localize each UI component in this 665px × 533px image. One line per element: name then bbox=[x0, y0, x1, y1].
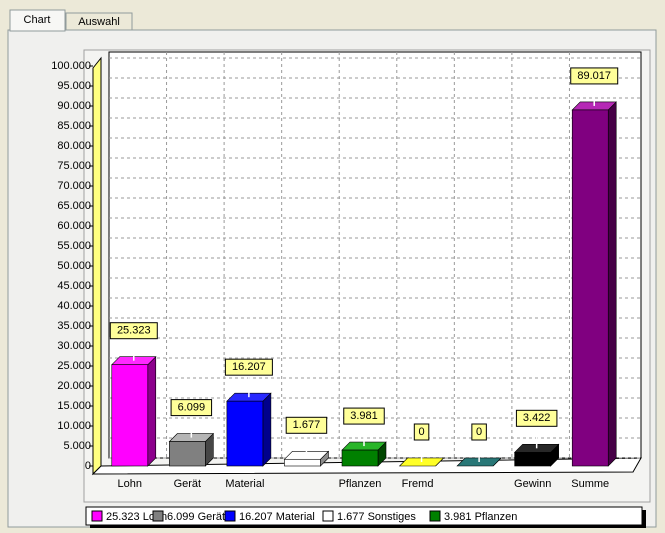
legend-label: 6.099 Gerät bbox=[167, 511, 225, 523]
bar bbox=[226, 400, 264, 467]
value-label: 1.677 bbox=[293, 419, 321, 431]
x-tick-label: Gerät bbox=[174, 478, 202, 490]
value-label-box bbox=[515, 409, 558, 427]
bar-side bbox=[262, 392, 272, 467]
y-tick-label: 30.000 bbox=[57, 340, 91, 352]
x-tick-label: Lohn bbox=[118, 478, 142, 490]
legend-swatch bbox=[152, 510, 164, 522]
value-label-box bbox=[413, 423, 430, 441]
y-tick-label: 40.000 bbox=[57, 300, 91, 312]
y-tick-label: 55.000 bbox=[57, 240, 91, 252]
tab-chart-label[interactable]: Chart bbox=[24, 14, 51, 26]
y-tick-label: 65.000 bbox=[57, 200, 91, 212]
value-label: 16.207 bbox=[232, 361, 266, 373]
value-label: 89.017 bbox=[577, 70, 611, 82]
tab-auswahl[interactable]: Auswahl bbox=[65, 12, 133, 31]
bar-side bbox=[607, 101, 617, 467]
legend-swatch bbox=[429, 510, 441, 522]
value-label-box bbox=[570, 67, 619, 85]
y-tick-label: 60.000 bbox=[57, 220, 91, 232]
legend-swatch bbox=[322, 510, 334, 522]
y-tick-label: 90.000 bbox=[57, 100, 91, 112]
bar-side bbox=[147, 355, 157, 467]
x-tick-label: Fremd bbox=[402, 478, 434, 490]
y-tick-label: 95.000 bbox=[57, 80, 91, 92]
x-tick-label: Material bbox=[225, 478, 264, 490]
legend-swatch bbox=[224, 510, 236, 522]
x-tick-label: Gewinn bbox=[514, 478, 551, 490]
legend-label: 1.677 Sonstiges bbox=[337, 511, 416, 523]
x-tick-label: Summe bbox=[571, 478, 609, 490]
value-label-box bbox=[285, 416, 328, 434]
legend-label: 25.323 Lohn bbox=[106, 511, 167, 523]
tab-auswahl-bg bbox=[65, 12, 133, 31]
tab-auswahl-label[interactable]: Auswahl bbox=[78, 16, 120, 28]
bar bbox=[341, 449, 379, 467]
y-tick-label: 50.000 bbox=[57, 260, 91, 272]
bar bbox=[514, 452, 551, 467]
x-tick-label: Pflanzen bbox=[339, 478, 382, 490]
legend-label: 3.981 Pflanzen bbox=[444, 511, 517, 523]
y-tick-label: 25.000 bbox=[57, 360, 91, 372]
left-wall bbox=[92, 56, 102, 476]
bar bbox=[571, 109, 609, 467]
value-label: 3.981 bbox=[350, 410, 378, 422]
y-tick-label: 5.000 bbox=[63, 440, 91, 452]
y-tick-label: 45.000 bbox=[57, 280, 91, 292]
y-tick-label: 20.000 bbox=[57, 380, 91, 392]
plot: 0 5.000 10.000 15.000 20.000 25.000 30.000 35.0… bbox=[51, 51, 642, 490]
y-tick-label: 35.000 bbox=[57, 320, 91, 332]
y-tick-label: 10.000 bbox=[57, 420, 91, 432]
bar bbox=[284, 458, 321, 467]
y-tick-label: 100.000 bbox=[51, 60, 91, 72]
bar bbox=[169, 441, 206, 467]
tab-chart[interactable]: Chart bbox=[9, 9, 66, 32]
y-tick-label: 70.000 bbox=[57, 180, 91, 192]
y-tick-label: 75.000 bbox=[57, 160, 91, 172]
back-wall bbox=[108, 51, 642, 459]
tab-chart-bg bbox=[9, 9, 66, 32]
value-label: 25.323 bbox=[117, 325, 151, 337]
y-tick-label: 80.000 bbox=[57, 140, 91, 152]
value-label-box bbox=[224, 358, 273, 376]
value-label: 0 bbox=[418, 426, 424, 438]
value-label-box bbox=[343, 407, 385, 425]
value-label: 0 bbox=[476, 426, 482, 438]
y-tick-label: 85.000 bbox=[57, 120, 91, 132]
y-tick-label: 15.000 bbox=[57, 400, 91, 412]
legend-swatch bbox=[91, 510, 103, 522]
value-label-box bbox=[471, 423, 487, 441]
bar bbox=[111, 364, 149, 467]
value-label-box bbox=[170, 399, 213, 417]
value-label: 3.422 bbox=[523, 412, 551, 424]
legend-label: 16.207 Material bbox=[239, 511, 315, 523]
value-label-box bbox=[109, 322, 158, 340]
value-label: 6.099 bbox=[178, 402, 206, 414]
y-tick-label: 0 bbox=[85, 460, 91, 472]
